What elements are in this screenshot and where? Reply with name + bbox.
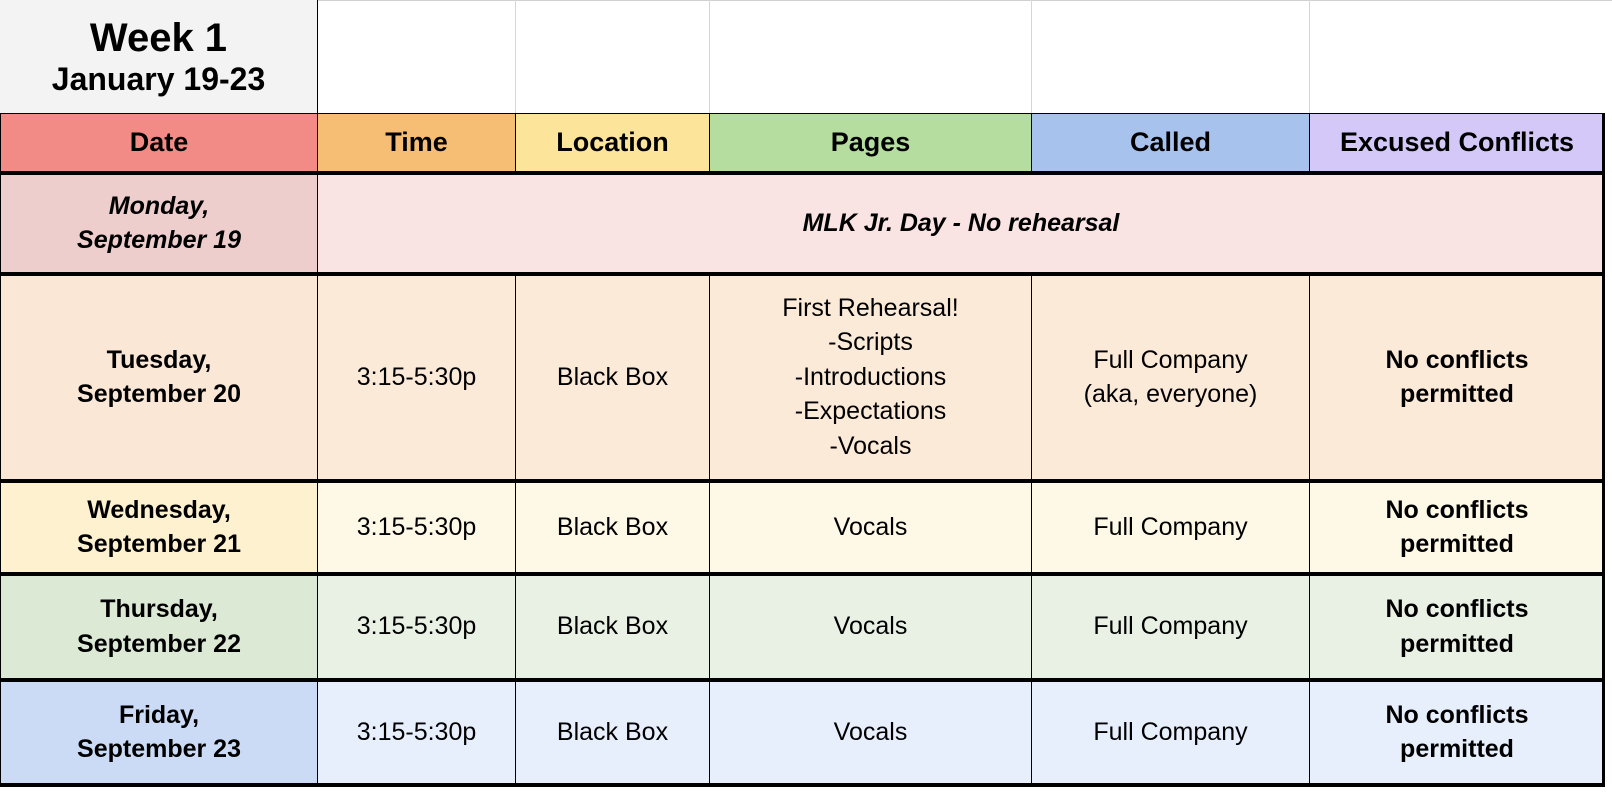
called-cell[interactable]: Full Company (aka, everyone) xyxy=(1031,273,1310,481)
day-label: Friday, xyxy=(118,700,200,729)
pages-line: Vocals xyxy=(833,612,908,641)
date-label: September 20 xyxy=(77,380,241,408)
holiday-note: MLK Jr. Day - No rehearsal xyxy=(802,208,1120,237)
header-label: Pages xyxy=(830,127,911,158)
header-label: Called xyxy=(1129,127,1212,158)
header-conflicts[interactable]: Excused Conflicts xyxy=(1309,113,1605,173)
called-cell[interactable]: Full Company xyxy=(1031,573,1310,680)
time-cell[interactable]: 3:15-5:30p xyxy=(317,573,516,680)
week-title: Week 1 xyxy=(89,15,228,60)
conflicts-cell[interactable]: No conflicts permitted xyxy=(1309,679,1605,785)
called-line: Full Company xyxy=(1093,512,1248,541)
row-divider xyxy=(0,783,1605,787)
row-divider xyxy=(0,678,1605,682)
date-cell[interactable]: Wednesday, September 21 xyxy=(0,480,318,574)
pages-line: -Expectations xyxy=(794,397,947,426)
called-line: (aka, everyone) xyxy=(1083,380,1258,408)
location-value: Black Box xyxy=(556,512,669,541)
time-cell[interactable]: 3:15-5:30p xyxy=(317,273,516,481)
called-cell[interactable]: Full Company xyxy=(1031,480,1310,574)
monday-note-cell[interactable]: MLK Jr. Day - No rehearsal xyxy=(317,172,1605,274)
day-label: Tuesday, xyxy=(106,345,212,374)
conflicts-line: No conflicts xyxy=(1385,345,1529,374)
date-cell[interactable]: Tuesday, September 20 xyxy=(0,273,318,481)
table-border xyxy=(1602,113,1605,787)
location-cell[interactable]: Black Box xyxy=(515,273,710,481)
header-date[interactable]: Date xyxy=(0,113,318,173)
pages-cell[interactable]: Vocals xyxy=(709,480,1032,574)
called-line: Full Company xyxy=(1093,717,1248,746)
time-cell[interactable]: 3:15-5:30p xyxy=(317,679,516,785)
date-label: September 23 xyxy=(77,735,241,763)
location-cell[interactable]: Black Box xyxy=(515,573,710,680)
conflicts-line: No conflicts xyxy=(1385,700,1529,729)
conflicts-line: No conflicts xyxy=(1385,495,1529,524)
time-value: 3:15-5:30p xyxy=(356,362,477,391)
pages-line: -Scripts xyxy=(828,328,913,357)
time-value: 3:15-5:30p xyxy=(356,612,477,641)
week-title-cell[interactable]: Week 1 January 19-23 xyxy=(0,0,318,114)
row-divider xyxy=(0,272,1605,276)
date-label: September 21 xyxy=(77,530,241,558)
conflicts-line: permitted xyxy=(1400,530,1514,558)
conflicts-cell[interactable]: No conflicts permitted xyxy=(1309,273,1605,481)
day-label: Wednesday, xyxy=(87,495,231,524)
location-cell[interactable]: Black Box xyxy=(515,679,710,785)
week-dates: January 19-23 xyxy=(51,60,266,97)
conflicts-line: No conflicts xyxy=(1385,595,1529,623)
pages-line: -Vocals xyxy=(829,431,912,460)
header-label: Date xyxy=(129,127,189,158)
header-label: Location xyxy=(556,127,669,158)
row-divider xyxy=(0,572,1605,576)
header-label: Excused Conflicts xyxy=(1339,127,1575,158)
gridline xyxy=(709,0,710,113)
pages-cell[interactable]: First Rehearsal! -Scripts -Introductions -E… xyxy=(709,273,1032,481)
location-value: Black Box xyxy=(556,717,669,746)
pages-line: -Introductions xyxy=(794,362,947,391)
row-divider xyxy=(0,479,1605,483)
date-cell[interactable]: Thursday, September 22 xyxy=(0,573,318,680)
header-called[interactable]: Called xyxy=(1031,113,1310,173)
date-cell[interactable]: Friday, September 23 xyxy=(0,679,318,785)
gridline xyxy=(1309,0,1310,113)
called-line: Full Company xyxy=(1093,345,1248,374)
location-cell[interactable]: Black Box xyxy=(515,480,710,574)
gridline xyxy=(1031,0,1032,113)
header-label: Time xyxy=(385,127,448,158)
day-label: Monday, xyxy=(108,191,210,220)
conflicts-line: permitted xyxy=(1400,735,1514,763)
pages-cell[interactable]: Vocals xyxy=(709,679,1032,785)
row-divider xyxy=(0,171,1605,175)
pages-cell[interactable]: Vocals xyxy=(709,573,1032,680)
conflicts-line: permitted xyxy=(1400,629,1514,658)
location-value: Black Box xyxy=(556,612,669,641)
time-value: 3:15-5:30p xyxy=(356,717,477,746)
header-location[interactable]: Location xyxy=(515,113,710,173)
time-cell[interactable]: 3:15-5:30p xyxy=(317,480,516,574)
header-time[interactable]: Time xyxy=(317,113,516,173)
pages-line: First Rehearsal! xyxy=(782,293,959,322)
header-pages[interactable]: Pages xyxy=(709,113,1032,173)
conflicts-cell[interactable]: No conflicts permitted xyxy=(1309,480,1605,574)
conflicts-line: permitted xyxy=(1400,380,1514,408)
location-value: Black Box xyxy=(556,362,669,391)
gridline xyxy=(515,0,516,113)
day-label: Thursday, xyxy=(100,595,218,623)
time-value: 3:15-5:30p xyxy=(356,512,477,541)
date-label: September 22 xyxy=(77,629,241,658)
pages-line: Vocals xyxy=(833,717,908,746)
called-cell[interactable]: Full Company xyxy=(1031,679,1310,785)
called-line: Full Company xyxy=(1093,612,1248,641)
monday-date-cell[interactable]: Monday, September 19 xyxy=(0,172,318,274)
pages-line: Vocals xyxy=(833,512,908,541)
conflicts-cell[interactable]: No conflicts permitted xyxy=(1309,573,1605,680)
date-label: September 19 xyxy=(77,226,241,254)
